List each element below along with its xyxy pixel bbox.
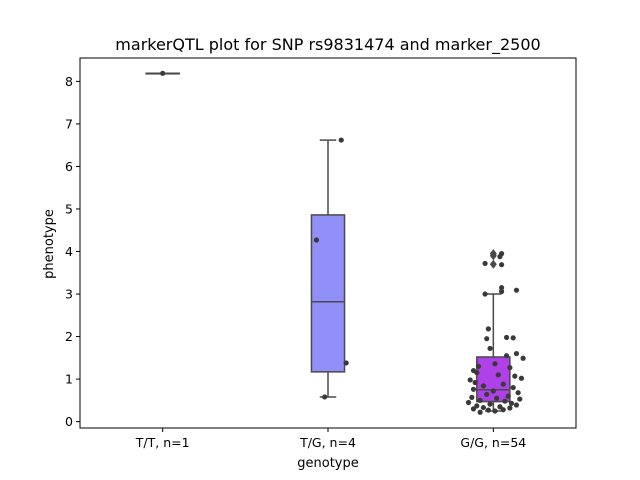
data-point bbox=[484, 336, 490, 342]
chart-title: markerQTL plot for SNP rs9831474 and mar… bbox=[115, 35, 540, 55]
outlier-marker bbox=[489, 249, 497, 259]
data-point bbox=[500, 407, 506, 413]
data-point bbox=[499, 285, 505, 291]
y-tick-label: 1 bbox=[65, 372, 73, 387]
data-point bbox=[513, 402, 520, 408]
data-point bbox=[467, 377, 473, 383]
data-point bbox=[500, 381, 506, 387]
data-point bbox=[499, 262, 505, 268]
data-point bbox=[518, 375, 525, 381]
data-point bbox=[469, 394, 475, 400]
data-point bbox=[513, 350, 520, 357]
data-point bbox=[465, 399, 472, 406]
data-point bbox=[477, 397, 483, 403]
data-point bbox=[470, 406, 477, 412]
data-point bbox=[472, 379, 478, 386]
y-tick-label: 6 bbox=[65, 159, 73, 174]
data-point bbox=[313, 237, 320, 243]
box-group-2 bbox=[310, 139, 346, 398]
data-point bbox=[503, 334, 510, 341]
data-point bbox=[505, 393, 511, 399]
data-point bbox=[495, 372, 501, 378]
data-point bbox=[515, 390, 521, 396]
y-tick-label: 0 bbox=[65, 414, 73, 429]
data-point bbox=[322, 394, 328, 400]
data-point bbox=[338, 137, 344, 143]
plot-area: 0 1 2 3 4 5 6 7 8 T/T, n=1 T/G, n=4 G/G, n=54 bbox=[65, 57, 577, 450]
data-point bbox=[484, 391, 490, 398]
y-axis-title: phenotype bbox=[42, 209, 57, 279]
data-point bbox=[492, 361, 498, 367]
data-point bbox=[485, 407, 491, 413]
x-tick-label: T/T, n=1 bbox=[135, 435, 190, 450]
data-point bbox=[480, 383, 487, 389]
data-point bbox=[503, 353, 510, 359]
data-point bbox=[160, 70, 166, 76]
data-point bbox=[520, 355, 526, 361]
axes-frame bbox=[79, 57, 577, 429]
data-point bbox=[482, 260, 488, 267]
x-axis-title: genotype bbox=[297, 456, 358, 471]
data-point bbox=[510, 384, 516, 391]
data-point bbox=[497, 404, 503, 410]
data-point bbox=[480, 404, 487, 411]
data-point bbox=[499, 288, 505, 295]
data-point bbox=[507, 365, 513, 371]
data-point bbox=[482, 291, 488, 297]
data-point bbox=[487, 345, 493, 352]
y-tick-label: 5 bbox=[65, 201, 73, 216]
data-point bbox=[507, 405, 513, 411]
y-tick-label: 8 bbox=[65, 74, 73, 89]
y-tick-label: 2 bbox=[65, 329, 73, 344]
data-point bbox=[487, 401, 493, 407]
data-point bbox=[475, 363, 482, 369]
x-tick-label: G/G, n=54 bbox=[460, 435, 526, 450]
data-point bbox=[470, 386, 477, 392]
data-point bbox=[510, 335, 516, 341]
data-point bbox=[517, 396, 523, 402]
data-point bbox=[512, 373, 518, 379]
data-point bbox=[494, 395, 500, 401]
data-point bbox=[485, 326, 491, 332]
x-tick-label: T/G, n=4 bbox=[299, 435, 356, 450]
y-tick-label: 4 bbox=[65, 244, 73, 259]
outlier-marker bbox=[489, 259, 497, 269]
data-point bbox=[490, 388, 496, 394]
data-point bbox=[502, 398, 508, 404]
data-point bbox=[474, 370, 480, 376]
data-point bbox=[492, 408, 498, 414]
y-tick-label: 3 bbox=[65, 287, 73, 302]
y-tick-label: 7 bbox=[65, 116, 73, 131]
data-point bbox=[474, 403, 480, 409]
data-point bbox=[508, 400, 515, 406]
data-point bbox=[497, 254, 503, 260]
data-point bbox=[477, 409, 483, 415]
data-point bbox=[343, 360, 349, 366]
data-point bbox=[513, 287, 520, 293]
